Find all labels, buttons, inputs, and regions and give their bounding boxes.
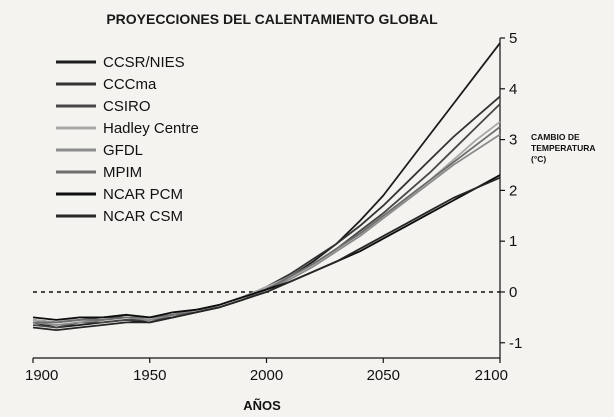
series-line-ncar-csm [32, 176, 501, 331]
y-tick-label: 3 [509, 132, 517, 149]
y-tick-label: 0 [509, 284, 517, 301]
x-tick-label: 1950 [133, 367, 166, 384]
chart-title: PROYECCIONES DEL CALENTAMIENTO GLOBAL [106, 11, 438, 27]
y-tick-label: 1 [509, 233, 517, 250]
legend-label: GFDL [103, 142, 143, 159]
series-line-ncar-pcm [32, 174, 501, 321]
x-tick-label: 2100 [475, 367, 508, 384]
x-tick-label: 2000 [250, 367, 283, 384]
series-lines [32, 42, 501, 331]
legend-label: NCAR CSM [103, 208, 183, 225]
legend-label: CCCma [103, 76, 157, 93]
plot-area: 1900 1950 2000 2050 2100 -1 0 1 2 3 4 5 [25, 30, 522, 384]
y-axis-ticks: -1 0 1 2 3 4 5 [500, 30, 522, 352]
y-axis-label-line: CAMBIO DE [531, 132, 580, 142]
y-tick-label: 2 [509, 182, 517, 199]
x-tick-label: 2050 [367, 367, 400, 384]
y-axis-label-line: TEMPERATURA [531, 143, 596, 153]
x-axis-label: AÑOS [243, 398, 281, 413]
y-axis-label-line: (°C) [531, 154, 546, 164]
legend-label: CSIRO [103, 98, 151, 115]
legend-label: Hadley Centre [103, 120, 199, 137]
legend: CCSR/NIES CCCma CSIRO Hadley Centre GFDL MPIM… [56, 54, 199, 225]
x-tick-label: 1900 [25, 367, 58, 384]
y-tick-label: 4 [509, 81, 517, 98]
x-axis-ticks: 1900 1950 2000 2050 2100 [25, 358, 508, 384]
legend-label: MPIM [103, 164, 142, 181]
legend-label: NCAR PCM [103, 186, 183, 203]
y-tick-label: 5 [509, 30, 517, 47]
legend-label: CCSR/NIES [103, 54, 185, 71]
y-tick-label: -1 [509, 335, 522, 352]
